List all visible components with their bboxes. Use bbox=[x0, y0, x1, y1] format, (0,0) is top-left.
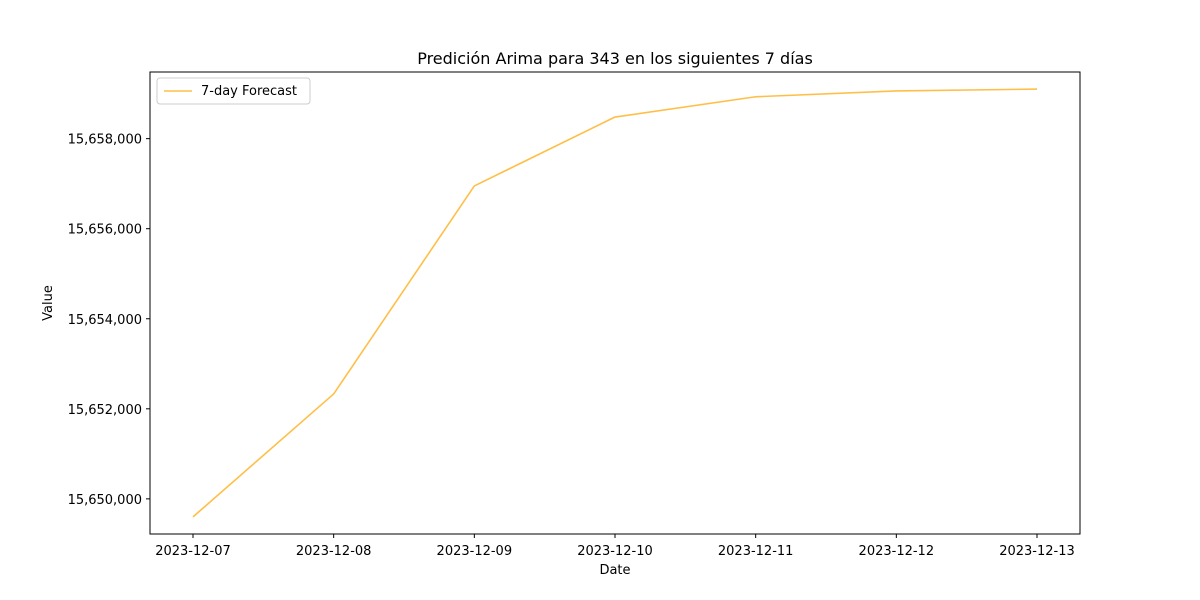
y-tick-label: 15,650,000 bbox=[68, 493, 142, 508]
x-tick-label: 2023-12-12 bbox=[859, 544, 935, 559]
x-tick-label: 2023-12-13 bbox=[999, 544, 1075, 559]
series-layer bbox=[192, 88, 1038, 518]
y-axis: 15,650,000 15,652,000 15,654,000 15,656,000… bbox=[68, 133, 150, 508]
x-axis: 2023-12-07 2023-12-08 2023-12-09 2023-12-10… bbox=[155, 534, 1075, 559]
series-line-forecast bbox=[192, 88, 1038, 518]
y-tick-label: 15,654,000 bbox=[68, 313, 142, 328]
x-tick-label: 2023-12-10 bbox=[577, 544, 653, 559]
x-axis-title: Date bbox=[599, 563, 630, 578]
legend-box bbox=[156, 77, 311, 105]
legend-label: 7-day Forecast bbox=[201, 84, 297, 99]
y-tick-label: 15,652,000 bbox=[68, 403, 142, 418]
y-axis-title: Value bbox=[41, 285, 56, 321]
x-tick-label: 2023-12-07 bbox=[155, 544, 231, 559]
x-tick-label: 2023-12-11 bbox=[718, 544, 794, 559]
y-tick-label: 15,656,000 bbox=[68, 223, 142, 238]
x-tick-label: 2023-12-08 bbox=[296, 544, 372, 559]
legend: 7-day Forecast bbox=[156, 77, 311, 105]
y-tick-label: 15,658,000 bbox=[68, 133, 142, 148]
chart-title: Predición Arima para 343 en los siguient… bbox=[417, 49, 813, 68]
plot-area bbox=[149, 71, 1081, 535]
x-tick-label: 2023-12-09 bbox=[437, 544, 513, 559]
